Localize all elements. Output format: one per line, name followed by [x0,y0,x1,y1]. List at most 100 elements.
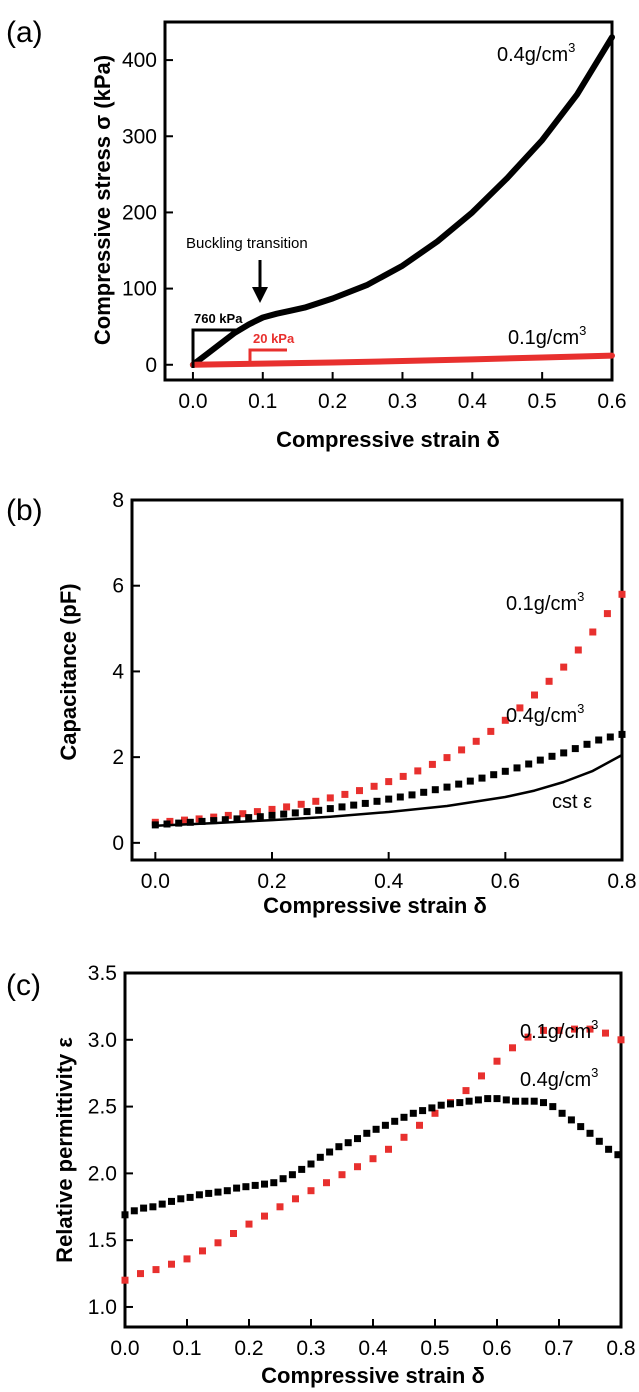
data-point [437,1101,445,1109]
data-point [381,1121,389,1129]
data-point [458,746,466,754]
data-point [586,1025,594,1033]
data-point [354,1163,361,1171]
data-point [221,816,229,824]
data-point [214,1188,222,1196]
y-tick-label: 2 [112,746,124,769]
data-point [536,756,544,764]
panel-b-series [151,590,626,829]
data-point [186,818,194,826]
x-tick-label: 0.6 [597,390,626,413]
y-tick-label: 3.5 [88,962,117,985]
data-point [513,764,521,772]
data-point [205,1189,213,1197]
data-point [245,814,253,822]
data-point [195,1191,203,1199]
panel-b-series-label-01: 0.1g/cm3 [506,589,584,615]
data-point [618,730,626,738]
data-point [363,1129,371,1137]
data-point [391,1117,399,1125]
data-point [223,1187,231,1195]
data-point [428,1104,436,1112]
y-tick-label: 0 [112,832,124,855]
x-tick-label: 0.4 [458,390,488,413]
data-point [140,1204,148,1212]
data-point [280,810,288,818]
data-point [344,1139,352,1147]
data-point [420,788,428,796]
data-point [462,1087,470,1095]
data-point [245,1220,253,1228]
data-point [279,1175,287,1183]
data-point [540,1099,547,1107]
y-tick-label: 1.0 [88,1296,117,1319]
data-point [268,811,276,819]
data-point [447,1100,454,1108]
panel-a: (a) 0.0 0.1 0.2 0.3 0.4 0.5 0.6 0100200300400 … [6,16,627,452]
data-point [361,799,369,807]
data-point [456,1099,464,1107]
data-point [589,628,597,636]
panel-c: (c) 0.0 0.1 0.2 0.3 0.4 0.5 0.6 0.7 0.8 1.0 1.5 2.… [6,962,636,1388]
y-tick-label: 200 [122,201,157,224]
x-tick-label: 0.3 [388,390,417,413]
data-point [307,1160,315,1168]
data-point [297,800,305,808]
data-point [443,783,451,791]
x-tick-label: 0.1 [172,1337,201,1360]
y-tick-label: 4 [112,660,124,683]
data-point [605,1145,613,1153]
data-point [484,1095,492,1103]
data-point [270,1179,278,1187]
data-point [603,610,611,618]
data-point [540,1026,547,1034]
x-tick-label: 0.7 [544,1337,573,1360]
slope-triangle-black-icon [191,328,242,368]
buckling-transition-label: Buckling transition [186,235,308,252]
y-tick-label: 6 [112,575,124,598]
data-point [369,1155,377,1163]
data-point [372,1125,380,1133]
y-tick-label: 100 [122,278,157,301]
data-point [490,771,498,779]
data-point [158,1200,166,1208]
data-point [183,1255,191,1263]
data-point [168,1260,175,1268]
data-point [137,1270,144,1278]
data-point [595,1137,603,1145]
data-point [149,1203,157,1211]
data-point [501,716,509,724]
data-point [326,805,334,813]
x-tick-label: 0.8 [607,870,636,893]
x-tick-label: 0.5 [528,390,557,413]
panel-b-x-axis-label: Compressive strain δ [263,893,487,918]
panel-a-x-axis-label: Compressive strain δ [276,427,500,452]
data-point [239,810,247,818]
data-point [525,760,533,768]
data-point [121,1276,129,1284]
panel-b-series-label-04: 0.4g/cm3 [506,701,584,727]
x-tick-label: 0.6 [491,870,520,893]
panel-a-plot-frame [163,20,614,382]
x-tick-label: 0.4 [358,1337,388,1360]
y-tick-label: 0 [145,354,157,377]
y-tick-label: 3.0 [88,1029,117,1052]
panel-c-series-label-04: 0.4g/cm3 [520,1065,598,1091]
data-point [618,590,626,598]
data-point [354,1135,361,1143]
x-tick-label: 0.0 [178,390,207,413]
data-point [548,752,556,760]
data-point [521,1097,529,1105]
data-point [428,760,436,768]
panel-a-series-label-04: 0.4g/cm3 [497,40,575,66]
buckling-arrow-icon [252,260,268,303]
slope-label-20kpa: 20 kPa [253,331,295,346]
data-point [555,1026,563,1034]
data-point [474,1096,482,1104]
data-point [586,1129,594,1137]
data-point [524,1033,532,1041]
x-tick-label: 0.2 [318,390,347,413]
x-tick-label: 0.3 [296,1337,325,1360]
data-point [175,819,183,827]
data-point [268,805,276,813]
